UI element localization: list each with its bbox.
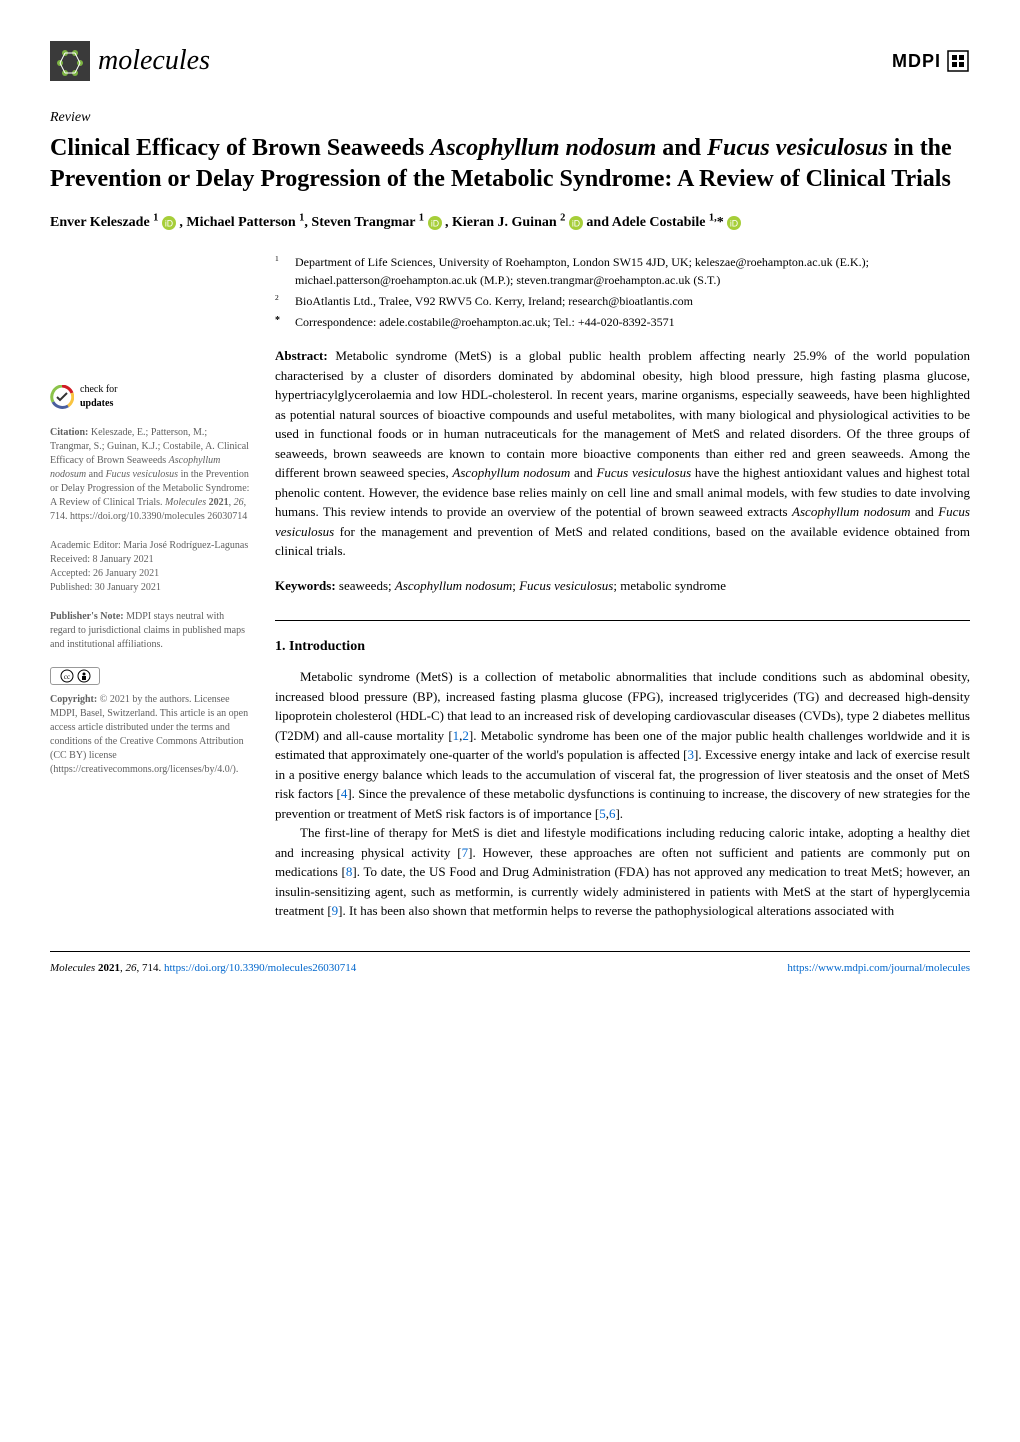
doi-link[interactable]: https://doi.org/10.3390/molecules2603071…	[164, 962, 356, 974]
keywords-label: Keywords:	[275, 578, 336, 593]
affiliation-num: 1	[275, 254, 279, 263]
sidebar: check for updates Citation: Keleszade, E…	[50, 253, 250, 921]
orcid-icon: iD	[428, 216, 442, 230]
affiliation-item: 1 Department of Life Sciences, Universit…	[275, 253, 970, 289]
section-divider	[275, 620, 970, 621]
title-italic: Fucus vesiculosus	[707, 135, 888, 161]
cc-by-icon: cc	[50, 667, 100, 685]
footer-left: Molecules 2021, 26, 714. https://doi.org…	[50, 960, 356, 977]
received-date: Received: 8 January 2021	[50, 553, 250, 567]
orcid-icon: iD	[569, 216, 583, 230]
check-updates-badge[interactable]: check for updates	[50, 383, 250, 411]
section-heading: 1. Introduction	[275, 636, 970, 657]
article-type: Review	[50, 107, 970, 128]
citation-link[interactable]: 8	[346, 864, 353, 879]
published-date: Published: 30 January 2021	[50, 581, 250, 595]
cc-license-badge: cc	[50, 667, 250, 685]
mdpi-text: MDPI	[892, 48, 941, 75]
affiliation-text: Department of Life Sciences, University …	[295, 253, 970, 289]
affiliation-num: *	[275, 315, 280, 326]
check-updates-icon	[50, 385, 74, 409]
journal-link[interactable]: https://www.mdpi.com/journal/molecules	[787, 962, 970, 974]
journal-name: molecules	[98, 40, 210, 82]
body-paragraph: The first-line of therapy for MetS is di…	[275, 823, 970, 921]
page-header: molecules MDPI	[50, 40, 970, 82]
page-footer: Molecules 2021, 26, 714. https://doi.org…	[50, 951, 970, 977]
citation-link[interactable]: 3	[688, 747, 695, 762]
svg-text:iD: iD	[430, 218, 438, 228]
abstract-block: Abstract: Metabolic syndrome (MetS) is a…	[275, 346, 970, 561]
copyright-block: Copyright: © 2021 by the authors. Licens…	[50, 693, 250, 777]
keywords-block: Keywords: seaweeds; Ascophyllum nodosum;…	[275, 576, 970, 596]
title-part: and	[656, 135, 707, 161]
keywords-text: seaweeds; Ascophyllum nodosum; Fucus ves…	[336, 578, 726, 593]
citation-link[interactable]: 6	[609, 806, 616, 821]
editor-label: Academic Editor: Maria José Rodríguez-La…	[50, 539, 250, 553]
affiliation-item: 2 BioAtlantis Ltd., Tralee, V92 RWV5 Co.…	[275, 292, 970, 310]
abstract-text: Metabolic syndrome (MetS) is a global pu…	[275, 348, 970, 558]
check-updates-label: check for	[80, 384, 117, 395]
editor-block: Academic Editor: Maria José Rodríguez-La…	[50, 539, 250, 595]
orcid-icon: iD	[727, 216, 741, 230]
citation-link[interactable]: 2	[462, 728, 469, 743]
check-updates-bold: updates	[80, 397, 117, 411]
svg-text:iD: iD	[572, 218, 580, 228]
mdpi-logo: MDPI	[892, 48, 970, 75]
authors-line: Enver Keleszade 1 iD , Michael Patterson…	[50, 210, 970, 233]
molecules-icon	[50, 41, 90, 81]
affiliation-num: 2	[275, 293, 279, 302]
svg-text:cc: cc	[63, 673, 69, 681]
citation-link[interactable]: 9	[332, 903, 339, 918]
abstract-label: Abstract:	[275, 348, 328, 363]
citation-link[interactable]: 4	[341, 786, 348, 801]
footer-right: https://www.mdpi.com/journal/molecules	[787, 960, 970, 977]
orcid-icon: iD	[162, 216, 176, 230]
citation-link[interactable]: 5	[599, 806, 606, 821]
article-title: Clinical Efficacy of Brown Seaweeds Asco…	[50, 133, 970, 195]
main-content: 1 Department of Life Sciences, Universit…	[275, 253, 970, 921]
citation-link[interactable]: 1	[453, 728, 460, 743]
affiliation-item: * Correspondence: adele.costabile@roeham…	[275, 313, 970, 331]
citation-link[interactable]: 7	[462, 845, 469, 860]
accepted-date: Accepted: 26 January 2021	[50, 567, 250, 581]
journal-logo: molecules	[50, 40, 210, 82]
affiliation-text: Correspondence: adele.costabile@roehampt…	[295, 313, 970, 331]
svg-text:iD: iD	[165, 218, 173, 228]
body-paragraph: Metabolic syndrome (MetS) is a collectio…	[275, 667, 970, 823]
title-part: Clinical Efficacy of Brown Seaweeds	[50, 135, 430, 161]
publishers-note: Publisher's Note: MDPI stays neutral wit…	[50, 610, 250, 652]
affiliations-block: 1 Department of Life Sciences, Universit…	[275, 253, 970, 331]
citation-block: Citation: Keleszade, E.; Patterson, M.; …	[50, 426, 250, 524]
affiliation-text: BioAtlantis Ltd., Tralee, V92 RWV5 Co. K…	[295, 292, 970, 310]
svg-text:iD: iD	[730, 218, 738, 228]
title-italic: Ascophyllum nodosum	[430, 135, 656, 161]
mdpi-icon	[946, 49, 970, 73]
